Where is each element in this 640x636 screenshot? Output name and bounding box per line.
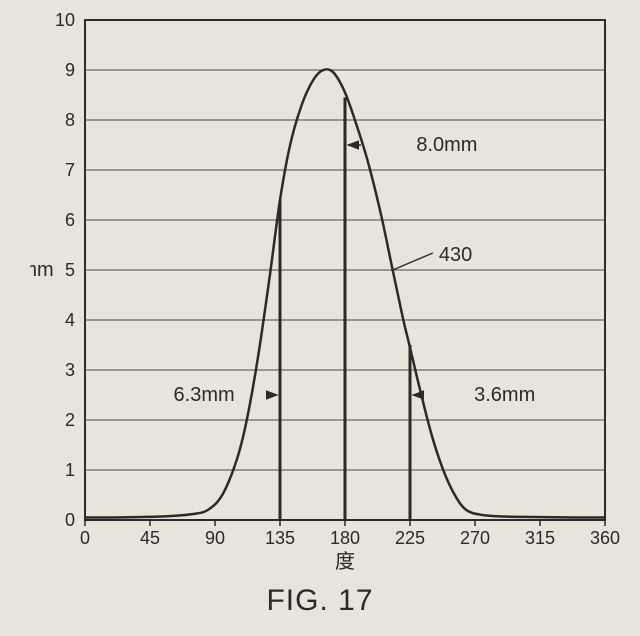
y-tick-label: 10	[55, 10, 75, 30]
x-tick-label: 270	[460, 528, 490, 548]
page: 01234567891004590135180225270315360mm度6.…	[0, 0, 640, 636]
x-tick-label: 135	[265, 528, 295, 548]
y-tick-label: 9	[65, 60, 75, 80]
y-tick-label: 5	[65, 260, 75, 280]
y-tick-label: 8	[65, 110, 75, 130]
figure-title: FIG. 17	[0, 584, 640, 618]
marker-label: 6.3mm	[174, 384, 235, 406]
chart-container: 01234567891004590135180225270315360mm度6.…	[30, 10, 620, 570]
x-tick-label: 180	[330, 528, 360, 548]
y-axis-label: mm	[30, 259, 54, 281]
x-tick-label: 0	[80, 528, 90, 548]
y-tick-label: 3	[65, 360, 75, 380]
y-tick-label: 4	[65, 310, 75, 330]
y-tick-label: 2	[65, 410, 75, 430]
x-tick-label: 360	[590, 528, 620, 548]
y-tick-label: 0	[65, 510, 75, 530]
marker-label: 3.6mm	[474, 384, 535, 406]
x-tick-label: 90	[205, 528, 225, 548]
y-tick-label: 7	[65, 160, 75, 180]
x-axis-label: 度	[335, 550, 355, 570]
curve-label: 430	[439, 244, 472, 266]
y-tick-label: 6	[65, 210, 75, 230]
x-tick-label: 45	[140, 528, 160, 548]
x-tick-label: 315	[525, 528, 555, 548]
curve-label-leader	[393, 253, 433, 270]
x-tick-label: 225	[395, 528, 425, 548]
chart-svg: 01234567891004590135180225270315360mm度6.…	[30, 10, 620, 570]
y-tick-label: 1	[65, 460, 75, 480]
marker-label: 8.0mm	[416, 134, 477, 156]
